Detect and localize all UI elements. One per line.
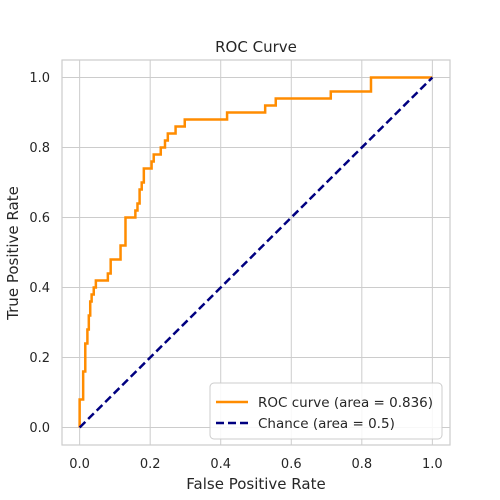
plot-border [61,59,451,446]
y-tick-labels: 0.0 0.2 0.4 0.6 0.8 1.0 [29,71,50,436]
y-tick-label: 0.4 [29,281,50,296]
legend-box [209,382,443,440]
y-tick-label: 0.0 [29,421,50,436]
x-tick-label: 0.2 [140,457,161,472]
y-tick-label: 0.8 [29,141,50,156]
y-tick-label: 0.6 [29,211,50,226]
chart-title: ROC Curve [215,38,297,56]
y-axis-label: True Positive Rate [4,186,22,321]
roc-curve-line [78,76,433,428]
x-tick-label: 1.0 [422,457,443,472]
legend: ROC curve (area = 0.836) Chance (area = … [209,382,443,440]
series-layer [78,76,434,429]
chance-line [78,76,434,429]
legend-label-roc: ROC curve (area = 0.836) [258,395,433,411]
legend-label-chance: Chance (area = 0.5) [258,416,395,432]
x-tick-label: 0.4 [210,457,231,472]
y-tick-label: 0.2 [29,351,50,366]
x-tick-label: 0.0 [69,457,90,472]
y-tick-label: 1.0 [29,71,50,86]
x-tick-labels: 0.0 0.2 0.4 0.6 0.8 1.0 [69,457,442,472]
x-tick-label: 0.8 [351,457,372,472]
x-tick-label: 0.6 [281,457,302,472]
x-axis-label: False Positive Rate [186,475,325,493]
